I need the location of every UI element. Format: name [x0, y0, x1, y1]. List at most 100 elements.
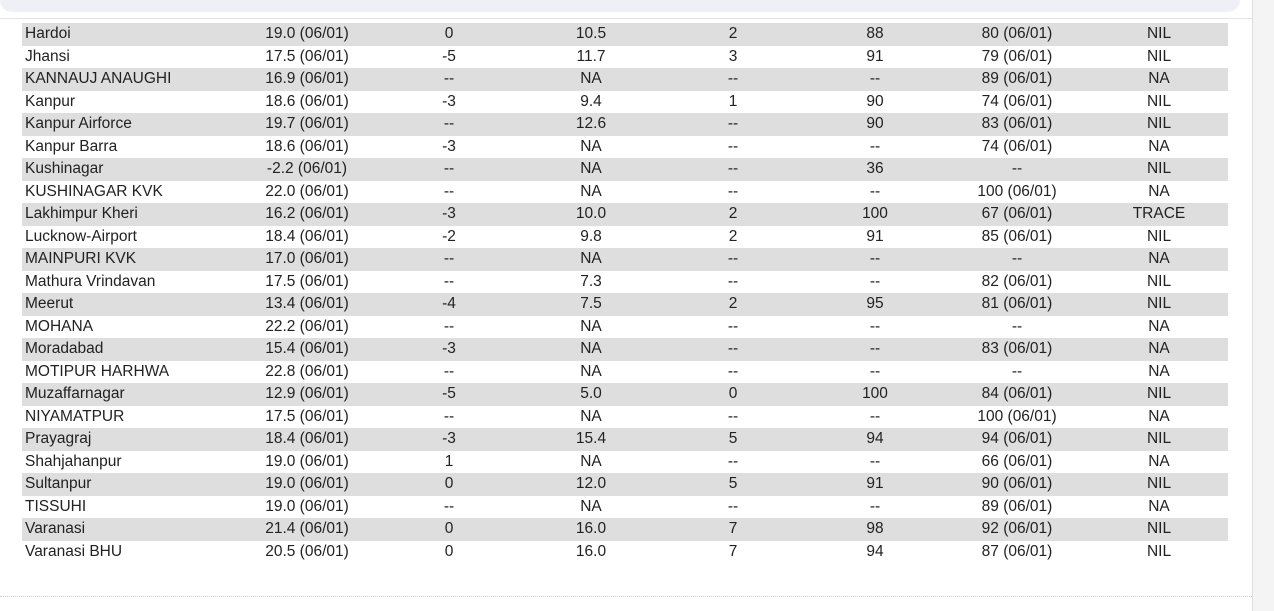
table-cell: --: [443, 250, 455, 267]
table-cell: --: [443, 497, 455, 515]
table-cell: --: [443, 317, 455, 335]
table-cell: NIL: [1146, 542, 1172, 560]
table-cell: 19.0 (06/01): [265, 25, 349, 42]
table-cell: --: [443, 160, 455, 177]
table-cell: 15.4: [575, 430, 607, 447]
table-cell: --: [1011, 160, 1023, 177]
table-cell: NA: [580, 160, 602, 177]
table-cell: -5: [442, 385, 456, 402]
table-cell: 18.4 (06/01): [265, 227, 349, 245]
table-cell: -3: [442, 92, 456, 110]
table-cell: 18.4 (06/01): [265, 430, 349, 447]
table-row: Varanasi BHU 20.5 (06/01) 0 16.0 7 94 87 (06/0…: [22, 541, 1228, 564]
table-cell: NA: [1148, 137, 1170, 155]
table-cell: 36: [866, 160, 884, 177]
table-cell: NA: [1148, 362, 1170, 380]
station-name: MOHANA: [25, 317, 94, 335]
table-cell: --: [727, 182, 739, 200]
table-cell: 17.5 (06/01): [265, 272, 349, 290]
table-cell: 18.6 (06/01): [265, 137, 349, 155]
table-cell: 7: [728, 520, 738, 537]
station-name: MOTIPUR HARHWA: [25, 362, 170, 380]
table-cell: 83 (06/01): [981, 340, 1053, 357]
table-cell: 82 (06/01): [981, 272, 1053, 290]
table-cell: 11.7: [576, 47, 606, 65]
table-row: Kanpur Barra 18.6 (06/01) -3 NA -- -- 74 (06/0…: [22, 136, 1228, 159]
divider: [0, 18, 1252, 19]
table-cell: --: [869, 250, 881, 267]
table-cell: NA: [580, 362, 602, 380]
table-cell: 95: [866, 295, 884, 312]
table-cell: NIL: [1146, 25, 1172, 42]
table-cell: 91: [866, 227, 884, 245]
table-cell: 98: [866, 520, 884, 537]
station-name: Meerut: [25, 295, 74, 312]
table-cell: 94: [866, 430, 884, 447]
table-cell: NIL: [1146, 385, 1172, 402]
table-cell: NA: [580, 407, 602, 425]
table-cell: -3: [442, 340, 456, 357]
table-cell: 2: [728, 295, 738, 312]
station-name: Kanpur Airforce: [25, 115, 132, 132]
table-cell: 19.0 (06/01): [265, 497, 349, 515]
table-cell: 94 (06/01): [981, 430, 1053, 447]
table-cell: NA: [1148, 452, 1170, 470]
table-row: KANNAUJ ANAUGHI 16.9 (06/01) -- NA -- -- 89 (0…: [22, 68, 1228, 91]
table-cell: 7.5: [580, 295, 602, 312]
table-cell: --: [869, 497, 881, 515]
table-cell: NA: [580, 317, 602, 335]
table-cell: 5.0: [580, 385, 602, 402]
scrollbar-area: [1252, 0, 1274, 611]
station-name: KUSHINAGAR KVK: [25, 182, 163, 200]
table-cell: --: [727, 362, 739, 380]
table-cell: 1: [728, 92, 738, 110]
table-row: Lucknow-Airport 18.4 (06/01) -2 9.8 2 91 85 (0…: [22, 226, 1228, 249]
table-cell: NIL: [1146, 295, 1172, 312]
table-cell: 83 (06/01): [981, 115, 1053, 132]
table-cell: --: [727, 497, 739, 515]
table-cell: 2: [728, 25, 738, 42]
table-cell: NIL: [1146, 475, 1172, 492]
table-cell: 12.6: [575, 115, 607, 132]
table-cell: 80 (06/01): [981, 25, 1053, 42]
table-cell: 0: [444, 475, 454, 492]
table-cell: 90: [866, 92, 884, 110]
table-cell: 22.0 (06/01): [265, 182, 349, 200]
table-cell: 19.0 (06/01): [265, 452, 349, 470]
table-cell: NIL: [1146, 47, 1172, 65]
table-cell: --: [1011, 362, 1023, 380]
table-cell: NA: [1148, 497, 1170, 515]
table-cell: 5: [728, 475, 738, 492]
table-cell: NA: [1148, 340, 1170, 357]
table-cell: 13.4 (06/01): [265, 295, 349, 312]
table-cell: --: [727, 70, 739, 87]
station-name: MAINPURI KVK: [25, 250, 137, 267]
table-cell: --: [869, 317, 881, 335]
table-cell: -4: [442, 295, 456, 312]
top-bar: [0, 0, 1240, 12]
table-cell: NIL: [1146, 92, 1172, 110]
table-row: MOTIPUR HARHWA 22.8 (06/01) -- NA -- -- -- NA: [22, 361, 1228, 384]
table-cell: 84 (06/01): [981, 385, 1053, 402]
table-cell: NA: [580, 137, 602, 155]
table-row: Lakhimpur Kheri 16.2 (06/01) -3 10.0 2 100 67 …: [22, 203, 1228, 226]
table-cell: NA: [1148, 407, 1170, 425]
table-cell: -2.2 (06/01): [266, 160, 348, 177]
table-cell: --: [869, 452, 881, 470]
table-cell: 16.9 (06/01): [265, 70, 349, 87]
table-cell: 10.5: [575, 25, 607, 42]
table-cell: NIL: [1146, 520, 1172, 537]
table-row: Jhansi 17.5 (06/01) -5 11.7 3 91 79 (06/01) NIL: [22, 46, 1228, 69]
table-cell: --: [727, 160, 739, 177]
station-name: KANNAUJ ANAUGHI: [25, 70, 172, 87]
table-cell: --: [443, 70, 455, 87]
table-cell: NA: [1148, 70, 1170, 87]
table-cell: 2: [728, 227, 738, 245]
table-cell: 12.9 (06/01): [265, 385, 349, 402]
table-cell: --: [727, 407, 739, 425]
table-row: Sultanpur 19.0 (06/01) 0 12.0 5 91 90 (06/01) N…: [22, 473, 1228, 496]
table-cell: 81 (06/01): [981, 295, 1053, 312]
table-row: MOHANA 22.2 (06/01) -- NA -- -- -- NA: [22, 316, 1228, 339]
table-cell: NA: [580, 182, 602, 200]
station-name: Mathura Vrindavan: [25, 272, 156, 290]
